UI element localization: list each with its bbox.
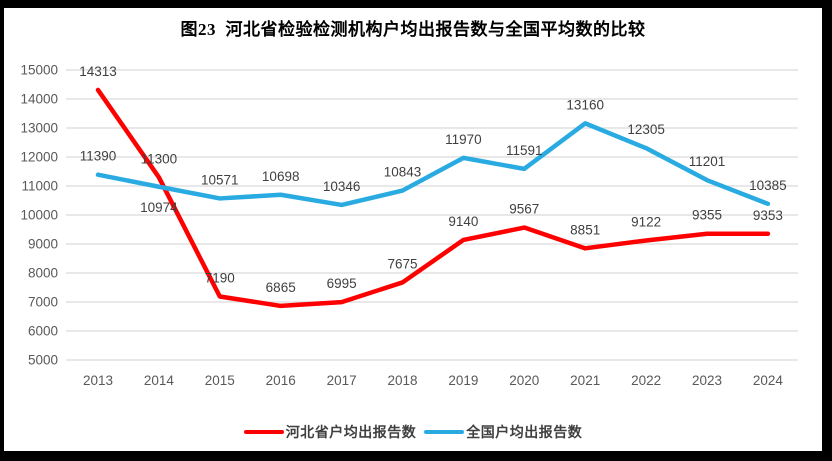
x-axis-tick-label: 2016 bbox=[266, 373, 296, 388]
y-axis-tick-label: 14000 bbox=[20, 92, 58, 107]
y-axis-tick-label: 9000 bbox=[28, 237, 58, 252]
y-axis-tick-label: 13000 bbox=[20, 121, 58, 136]
data-label: 12305 bbox=[627, 122, 665, 137]
legend-label-national: 全国户均出报告数 bbox=[466, 424, 583, 440]
x-axis-tick-label: 2018 bbox=[387, 373, 417, 388]
legend-line-red bbox=[243, 430, 284, 434]
y-axis-tick-label: 12000 bbox=[20, 150, 58, 165]
data-label: 10974 bbox=[140, 200, 178, 215]
x-axis-tick-label: 2017 bbox=[327, 373, 357, 388]
y-axis-tick-label: 5000 bbox=[28, 353, 58, 368]
x-axis-tick-label: 2013 bbox=[83, 373, 113, 388]
data-label: 10346 bbox=[323, 179, 361, 194]
x-axis-tick-label: 2019 bbox=[448, 373, 478, 388]
data-label: 9355 bbox=[692, 208, 722, 223]
data-label: 10843 bbox=[384, 165, 422, 180]
series-line-hebei bbox=[95, 87, 771, 309]
series-line-national bbox=[95, 121, 771, 208]
data-label: 11300 bbox=[141, 151, 178, 166]
legend-item-hebei: 河北省户均出报告数 bbox=[243, 422, 417, 442]
data-label: 7190 bbox=[205, 270, 235, 285]
x-axis-tick-label: 2021 bbox=[570, 373, 600, 388]
y-axis-tick-label: 15000 bbox=[20, 63, 58, 78]
data-label: 11390 bbox=[80, 149, 117, 164]
data-label: 6995 bbox=[327, 276, 357, 291]
data-label: 14313 bbox=[79, 64, 117, 79]
x-axis-tick-label: 2024 bbox=[753, 373, 784, 388]
line-chart: 5000 6000 7000 8000 9000 10000 11000 12000 13000… bbox=[20, 63, 798, 388]
data-label: 9567 bbox=[509, 202, 539, 217]
data-label: 7675 bbox=[387, 256, 417, 271]
x-axis-tick-label: 2022 bbox=[631, 373, 661, 388]
x-axis-tick-label: 2014 bbox=[144, 373, 175, 388]
data-label: 9353 bbox=[753, 208, 783, 223]
x-axis-tick-label: 2020 bbox=[509, 373, 539, 388]
data-label: 8851 bbox=[570, 222, 600, 237]
data-label: 10698 bbox=[262, 169, 300, 184]
y-axis-tick-label: 6000 bbox=[28, 324, 58, 339]
data-label: 6865 bbox=[266, 280, 296, 295]
y-axis-tick-label: 10000 bbox=[20, 208, 58, 223]
data-label: 11970 bbox=[445, 132, 482, 147]
y-axis-tick-label: 8000 bbox=[28, 266, 58, 281]
data-label: 9122 bbox=[631, 214, 661, 229]
data-label: 11201 bbox=[689, 154, 726, 169]
legend-item-national: 全国户均出报告数 bbox=[424, 422, 582, 442]
x-axis-tick-label: 2023 bbox=[692, 373, 722, 388]
legend-line-blue bbox=[424, 430, 465, 434]
x-axis-tick-label: 2015 bbox=[205, 373, 235, 388]
data-label: 10385 bbox=[749, 178, 787, 193]
chart-title: 图23 河北省检验检测机构户均出报告数与全国平均数的比较 bbox=[180, 20, 646, 39]
data-label: 9140 bbox=[448, 214, 478, 229]
chart-legend: 河北省户均出报告数 全国户均出报告数 bbox=[4, 422, 822, 442]
data-label: 13160 bbox=[566, 97, 604, 112]
legend-label-hebei: 河北省户均出报告数 bbox=[285, 424, 417, 440]
data-label: 11591 bbox=[506, 143, 543, 158]
data-label: 10571 bbox=[201, 172, 239, 187]
y-axis-tick-label: 11000 bbox=[21, 179, 58, 194]
y-axis-tick-label: 7000 bbox=[28, 295, 58, 310]
